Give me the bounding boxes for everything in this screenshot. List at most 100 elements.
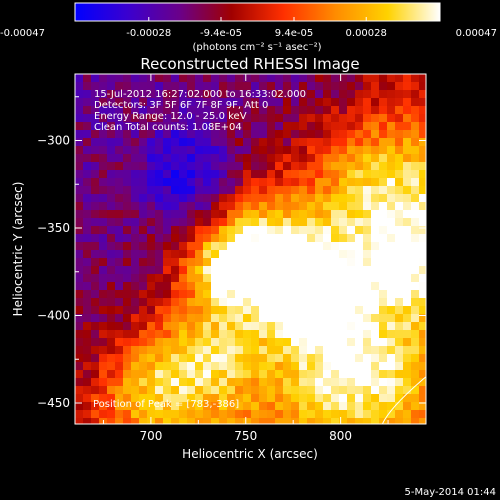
heatmap-cell <box>107 98 116 107</box>
heatmap-cell <box>251 242 260 251</box>
heatmap-cell <box>283 162 292 171</box>
heatmap-cell <box>227 354 236 363</box>
heatmap-cell <box>363 314 372 323</box>
heatmap-cell <box>123 370 132 379</box>
heatmap-cell <box>203 306 212 315</box>
heatmap-cell <box>323 306 332 315</box>
heatmap-cell <box>235 410 244 419</box>
heatmap-cell <box>331 234 340 243</box>
heatmap-cell <box>347 186 356 195</box>
heatmap-cell <box>299 338 308 347</box>
heatmap-cell <box>283 362 292 371</box>
heatmap-cell <box>187 178 196 187</box>
heatmap-cell <box>123 274 132 283</box>
heatmap-cell <box>123 82 132 91</box>
heatmap-cell <box>259 202 268 211</box>
heatmap-cell <box>155 178 164 187</box>
heatmap-cell <box>363 242 372 251</box>
heatmap-cell <box>355 266 364 275</box>
heatmap-cell <box>75 122 84 131</box>
heatmap-cell <box>83 362 92 371</box>
heatmap-cell <box>411 402 420 411</box>
heatmap-cell <box>91 258 100 267</box>
heatmap-cell <box>291 186 300 195</box>
heatmap-cell <box>395 306 404 315</box>
heatmap-cell <box>91 226 100 235</box>
heatmap-cell <box>115 210 124 219</box>
heatmap-cell <box>291 402 300 411</box>
heatmap-cell <box>387 354 396 363</box>
heatmap-cell <box>315 330 324 339</box>
heatmap-cell <box>123 346 132 355</box>
heatmap-cell <box>419 314 426 323</box>
heatmap-cell <box>99 170 108 179</box>
heatmap-cell <box>243 218 252 227</box>
heatmap-cell <box>219 322 228 331</box>
heatmap-cell <box>291 410 300 419</box>
heatmap-cell <box>403 330 412 339</box>
heatmap-cell <box>323 370 332 379</box>
heatmap-cell <box>179 410 188 419</box>
heatmap-cell <box>299 154 308 163</box>
heatmap-cell <box>155 162 164 171</box>
heatmap-cell <box>235 370 244 379</box>
heatmap-cell <box>323 258 332 267</box>
heatmap-cell <box>395 410 404 419</box>
heatmap-cell <box>91 314 100 323</box>
heatmap-cell <box>331 226 340 235</box>
heatmap-cell <box>347 146 356 155</box>
heatmap-cell <box>323 202 332 211</box>
heatmap-cell <box>363 338 372 347</box>
heatmap-cell <box>403 114 412 123</box>
heatmap-cell <box>291 314 300 323</box>
heatmap-cell <box>347 170 356 179</box>
heatmap-cell <box>419 74 426 83</box>
heatmap-cell <box>83 82 92 91</box>
heatmap-cell <box>419 114 426 123</box>
heatmap-cell <box>251 202 260 211</box>
heatmap-cell <box>99 290 108 299</box>
heatmap-cell <box>395 218 404 227</box>
heatmap-cell <box>179 402 188 411</box>
heatmap-cell <box>139 386 148 395</box>
heatmap-cell <box>195 210 204 219</box>
heatmap-cell <box>83 138 92 147</box>
heatmap-cell <box>171 282 180 291</box>
heatmap-cell <box>99 90 108 99</box>
heatmap-cell <box>123 130 132 139</box>
heatmap-cell <box>331 146 340 155</box>
heatmap-cell <box>259 370 268 379</box>
heatmap-cell <box>315 338 324 347</box>
heatmap-cell <box>355 402 364 411</box>
heatmap-cell <box>243 178 252 187</box>
heatmap-cell <box>227 250 236 259</box>
heatmap-cell <box>99 82 108 91</box>
heatmap-cell <box>243 354 252 363</box>
heatmap-cell <box>75 362 84 371</box>
heatmap-cell <box>403 386 412 395</box>
heatmap-cell <box>259 394 268 403</box>
heatmap-cell <box>379 210 388 219</box>
heatmap-cell <box>131 122 140 131</box>
heatmap-cell <box>331 418 340 424</box>
heatmap-cell <box>243 282 252 291</box>
heatmap-cell <box>115 306 124 315</box>
heatmap-cell <box>419 122 426 131</box>
heatmap-cell <box>227 386 236 395</box>
heatmap-cell <box>395 394 404 403</box>
heatmap-cell <box>315 202 324 211</box>
heatmap-cell <box>347 362 356 371</box>
heatmap-cell <box>91 122 100 131</box>
heatmap-cell <box>363 394 372 403</box>
heatmap-cell <box>379 282 388 291</box>
heatmap-cell <box>363 194 372 203</box>
heatmap-cell <box>395 234 404 243</box>
heatmap-cell <box>259 90 268 99</box>
heatmap-cell <box>411 106 420 115</box>
heatmap-cell <box>363 170 372 179</box>
heatmap-cell <box>131 354 140 363</box>
heatmap-cell <box>395 130 404 139</box>
heatmap-cell <box>211 250 220 259</box>
heatmap-cell <box>187 234 196 243</box>
heatmap-cell <box>363 274 372 283</box>
